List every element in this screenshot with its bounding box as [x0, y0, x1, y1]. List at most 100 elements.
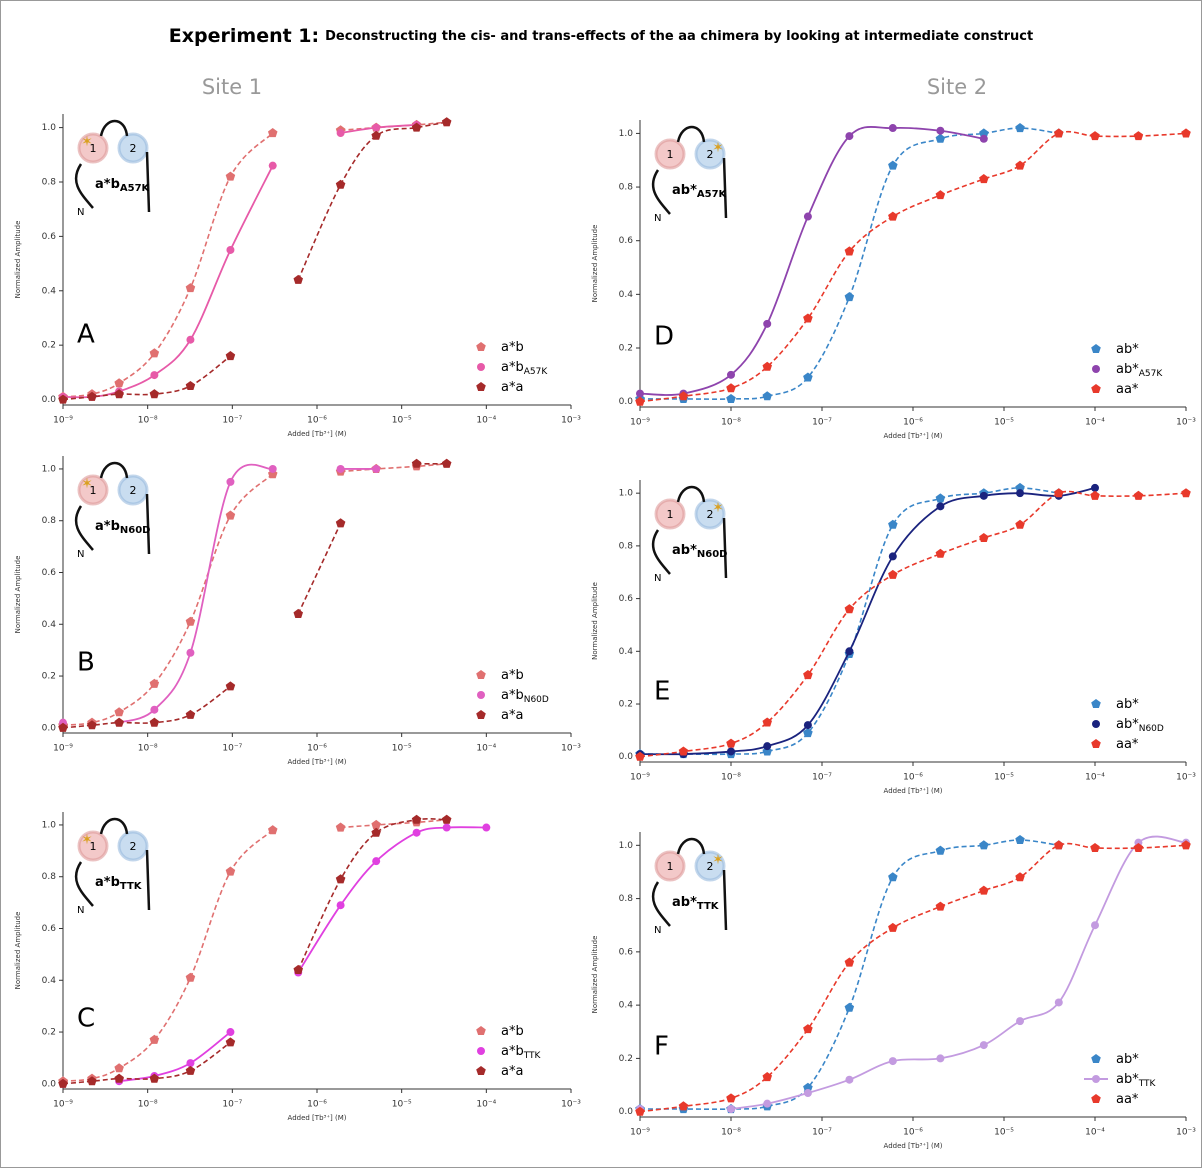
legend-marker: [1091, 739, 1101, 748]
data-point: [635, 751, 645, 761]
data-point: [336, 129, 345, 138]
x-tick-label: 10⁻³: [561, 1100, 581, 1110]
construct-label: ab*TTK: [672, 895, 720, 913]
panel: 0.0 0.2 0.4 0.6 0.8 1.0 10⁻⁹ 10⁻⁸ 10⁻⁷ 10⁻⁶ 10⁻⁵ 10…: [591, 120, 1196, 440]
y-tick-label: 0.4: [619, 647, 634, 657]
domain-2: [117, 132, 149, 164]
domain-1: [654, 850, 686, 882]
y-axis-label: Normalized Amplitude: [591, 936, 599, 1014]
data-point: [935, 133, 946, 143]
y-tick-label: 0.6: [619, 236, 634, 246]
legend-marker: [1092, 720, 1100, 728]
domain-label: 2: [707, 148, 714, 161]
figure-title: Experiment 1: Deconstructing the cis- and…: [169, 25, 1033, 47]
data-point: [149, 389, 160, 399]
legend-label: a*a: [501, 1064, 523, 1079]
domain-2: [694, 850, 726, 882]
data-point: [1015, 872, 1025, 882]
data-point: [335, 822, 346, 832]
legend-name: a*b: [501, 668, 524, 683]
legend-marker: [1092, 365, 1100, 373]
data-point: [888, 124, 897, 133]
legend-name: ab*: [1116, 1052, 1139, 1067]
data-point: [149, 348, 160, 358]
data-point: [87, 1076, 97, 1086]
legend-name: ab*: [1116, 717, 1139, 732]
legend-marker: [476, 342, 486, 351]
data-point: [803, 1082, 813, 1092]
x-tick-label: 10⁻⁹: [53, 744, 73, 754]
data-point: [1016, 1017, 1025, 1026]
n-terminus: N: [654, 573, 661, 584]
legend-subscript: TTK: [523, 1051, 542, 1061]
x-tick-label: 10⁻⁹: [53, 416, 73, 426]
data-point: [1091, 921, 1099, 930]
y-tick-label: 0.2: [42, 341, 56, 351]
legend-label: ab*TTK: [1116, 1072, 1157, 1089]
data-point: [372, 857, 381, 866]
x-tick-label: 10⁻⁵: [392, 744, 412, 754]
data-point: [979, 885, 989, 895]
y-tick-label: 0.4: [619, 1001, 634, 1011]
y-tick-label: 0.4: [42, 976, 57, 986]
star: ✶: [712, 852, 724, 868]
construct-name: ab*: [672, 543, 697, 558]
data-point: [935, 548, 946, 558]
legend-marker: [477, 363, 485, 371]
domain-label: 2: [707, 508, 714, 521]
domain-1: [654, 498, 686, 530]
star: ✶: [81, 134, 93, 150]
construct-subscript: TTK: [120, 881, 143, 892]
legend-name: a*b: [501, 688, 524, 703]
data-point: [336, 464, 345, 473]
data-point: [1015, 835, 1025, 844]
data-point: [114, 1073, 124, 1083]
data-point: [762, 361, 772, 371]
data-point: [845, 647, 854, 656]
data-point: [268, 128, 278, 138]
data-point: [442, 823, 451, 832]
data-point: [1054, 128, 1064, 138]
legend-marker: [476, 670, 486, 679]
data-point: [114, 378, 124, 388]
data-point: [268, 464, 277, 473]
domain-2: [117, 830, 149, 862]
n-terminus: N: [77, 905, 84, 916]
legend-marker: [1091, 699, 1101, 708]
x-axis-label: Added [Tb³⁺] (M): [884, 432, 943, 440]
data-point: [149, 1073, 160, 1083]
legend-name: a*b: [501, 1044, 524, 1059]
y-tick-label: 0.0: [42, 723, 57, 733]
data-point: [979, 128, 989, 138]
data-point: [225, 1037, 236, 1047]
data-point: [979, 840, 989, 850]
n-terminus: N: [77, 549, 84, 560]
construct-subscript: N60D: [120, 525, 151, 536]
data-point: [226, 1028, 235, 1037]
data-point: [844, 957, 855, 967]
domain-label: 2: [707, 860, 714, 873]
data-point: [1181, 488, 1191, 498]
data-point: [1091, 483, 1099, 492]
x-tick-label: 10⁻⁷: [812, 773, 832, 783]
x-tick-label: 10⁻⁸: [138, 744, 158, 754]
legend-label: ab*N60D: [1116, 717, 1164, 734]
construct-name: ab*: [672, 895, 697, 910]
x-tick-label: 10⁻⁶: [903, 773, 923, 783]
legend-name: ab*: [1116, 342, 1139, 357]
data-point: [87, 720, 97, 730]
fit-line: [640, 839, 1059, 1111]
data-point: [371, 819, 381, 829]
legend-label: a*b: [501, 1024, 524, 1039]
data-point: [185, 616, 196, 626]
data-point: [225, 351, 236, 361]
x-tick-label: 10⁻⁶: [903, 418, 923, 428]
panel-letter: E: [654, 677, 670, 707]
star: ✶: [712, 500, 724, 516]
data-point: [58, 722, 68, 732]
data-point: [58, 394, 68, 404]
construct-subscript: A57K: [120, 183, 151, 194]
data-point: [335, 179, 346, 189]
title-text: Deconstructing the cis- and trans-effect…: [325, 29, 1033, 44]
data-point: [1016, 489, 1025, 498]
